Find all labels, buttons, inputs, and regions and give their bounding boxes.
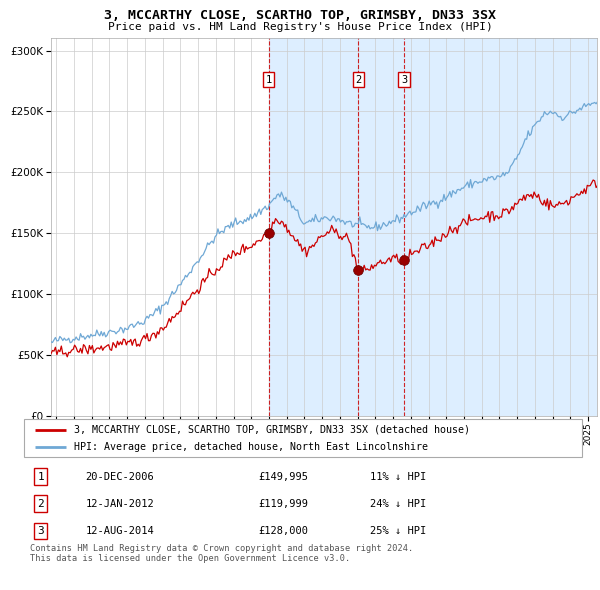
Text: HPI: Average price, detached house, North East Lincolnshire: HPI: Average price, detached house, Nort… xyxy=(74,442,428,453)
Text: 20-DEC-2006: 20-DEC-2006 xyxy=(85,471,154,481)
Text: £149,995: £149,995 xyxy=(259,471,308,481)
Text: 1: 1 xyxy=(37,471,44,481)
Text: £119,999: £119,999 xyxy=(259,499,308,509)
Text: 24% ↓ HPI: 24% ↓ HPI xyxy=(370,499,426,509)
Text: This data is licensed under the Open Government Licence v3.0.: This data is licensed under the Open Gov… xyxy=(29,555,350,563)
Text: 3, MCCARTHY CLOSE, SCARTHO TOP, GRIMSBY, DN33 3SX (detached house): 3, MCCARTHY CLOSE, SCARTHO TOP, GRIMSBY,… xyxy=(74,425,470,435)
Text: 11% ↓ HPI: 11% ↓ HPI xyxy=(370,471,426,481)
Text: 3: 3 xyxy=(37,526,44,536)
Text: 3, MCCARTHY CLOSE, SCARTHO TOP, GRIMSBY, DN33 3SX: 3, MCCARTHY CLOSE, SCARTHO TOP, GRIMSBY,… xyxy=(104,9,496,22)
Text: 25% ↓ HPI: 25% ↓ HPI xyxy=(370,526,426,536)
Text: 2: 2 xyxy=(37,499,44,509)
Bar xyxy=(269,38,600,416)
Text: £128,000: £128,000 xyxy=(259,526,308,536)
Text: Contains HM Land Registry data © Crown copyright and database right 2024.: Contains HM Land Registry data © Crown c… xyxy=(29,544,413,553)
FancyBboxPatch shape xyxy=(24,419,582,457)
Text: 12-AUG-2014: 12-AUG-2014 xyxy=(85,526,154,536)
Text: Price paid vs. HM Land Registry's House Price Index (HPI): Price paid vs. HM Land Registry's House … xyxy=(107,22,493,32)
Text: 1: 1 xyxy=(265,75,272,85)
Text: 2: 2 xyxy=(355,75,362,85)
Text: 12-JAN-2012: 12-JAN-2012 xyxy=(85,499,154,509)
Text: 3: 3 xyxy=(401,75,407,85)
